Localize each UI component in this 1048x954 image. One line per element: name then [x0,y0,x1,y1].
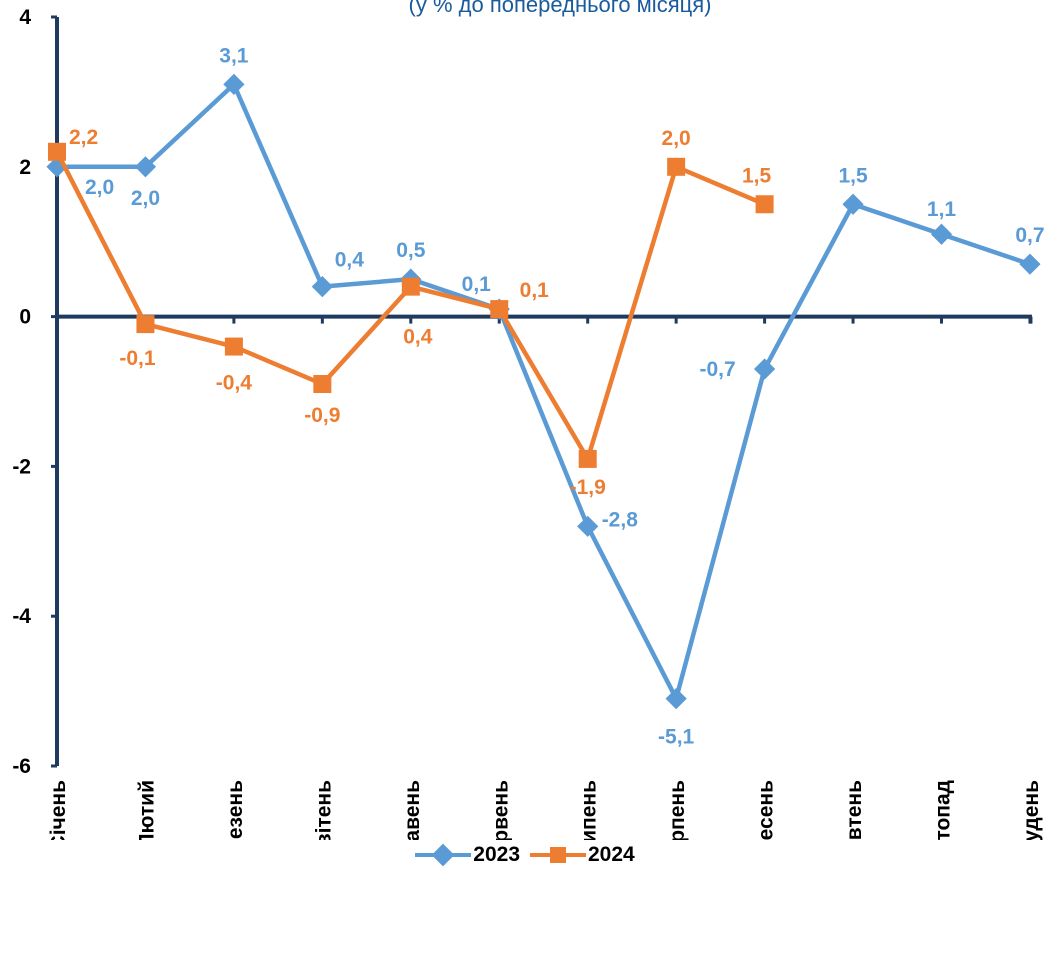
point-2024 [667,157,686,176]
y-tick-label: 4 [19,6,31,29]
data-label-2023: 2,0 [85,176,114,199]
point-2023 [577,515,599,537]
x-tick-label: Лютий [135,780,158,840]
x-tick-label: Серпень [666,780,689,840]
data-label-2023: 1,5 [838,164,868,187]
legend-label-2024: 2024 [588,843,635,866]
legend-marker-2023 [415,843,472,867]
legend: 2023 2024 [0,843,1048,867]
data-label-2024: -0,9 [304,404,340,427]
data-label-2024: -1,9 [570,476,606,499]
point-2023 [1019,253,1041,275]
line-chart: -6 -4 -2 0 2 4 Січень Лютий Березень Квітень Траве… [12,6,1044,840]
x-tick-label: Грудень [1020,780,1043,840]
chart-subtitle: (у % до попереднього місяця) [408,0,712,17]
point-2024 [490,300,509,319]
data-label-2023: 1,1 [927,198,957,221]
point-2024 [578,449,597,468]
data-label-2024: 2,0 [662,127,691,150]
data-label-2023: 0,7 [1015,224,1044,247]
series-line-2024 [54,150,766,462]
data-label-2024: 1,5 [742,164,772,187]
data-label-2023: 3,1 [219,44,249,67]
point-2024 [48,142,66,161]
data-label-2023: 2,0 [131,187,160,210]
data-label-2023: -2,8 [602,508,639,531]
data-label-2023: 0,1 [462,273,492,296]
x-tick-label: Вересень [755,780,778,840]
x-tick-label: Березень [224,780,247,840]
point-2024 [755,195,774,214]
x-tick-label: Січень [47,780,70,840]
point-2023 [223,73,245,96]
point-2023 [842,193,864,215]
point-2023 [665,687,687,710]
y-tick-label: 0 [19,306,31,329]
x-tick-label: Листопад [932,780,955,840]
data-label-2024: 0,4 [403,326,433,349]
point-2023 [134,156,157,178]
legend-item-2024: 2024 [528,843,635,867]
point-2024 [313,375,332,394]
data-label-2023: -0,7 [700,358,736,381]
series-line-2023 [57,82,1031,701]
y-tick-label: 2 [19,156,31,179]
point-2024 [136,315,155,334]
legend-label-2023: 2023 [473,843,520,866]
point-2023 [753,358,776,380]
data-label-2023: 0,4 [335,249,365,272]
x-tick-label: Червень [489,780,512,840]
y-tick-label: -4 [12,605,31,628]
data-label-2024: 0,1 [520,279,550,302]
data-label-2024: -0,1 [119,347,156,370]
point-2024 [224,337,243,356]
x-tick-label: Липень [578,780,601,840]
legend-item-2023: 2023 [413,843,520,867]
x-tick-label: Жовтень [843,780,866,840]
y-tick-label: -6 [12,755,31,778]
y-tick-label: -2 [12,455,31,478]
point-2024 [401,277,420,296]
point-2023 [930,223,953,245]
legend-marker-2024 [530,847,586,863]
data-label-2024: 2,2 [69,126,98,149]
data-label-2023: 0,5 [396,239,426,262]
x-tick-label: Травень [401,780,424,840]
x-tick-label: Квітень [312,780,335,840]
data-label-2024: -0,4 [216,372,253,395]
data-label-2023: -5,1 [658,726,695,749]
point-2023 [311,276,333,298]
